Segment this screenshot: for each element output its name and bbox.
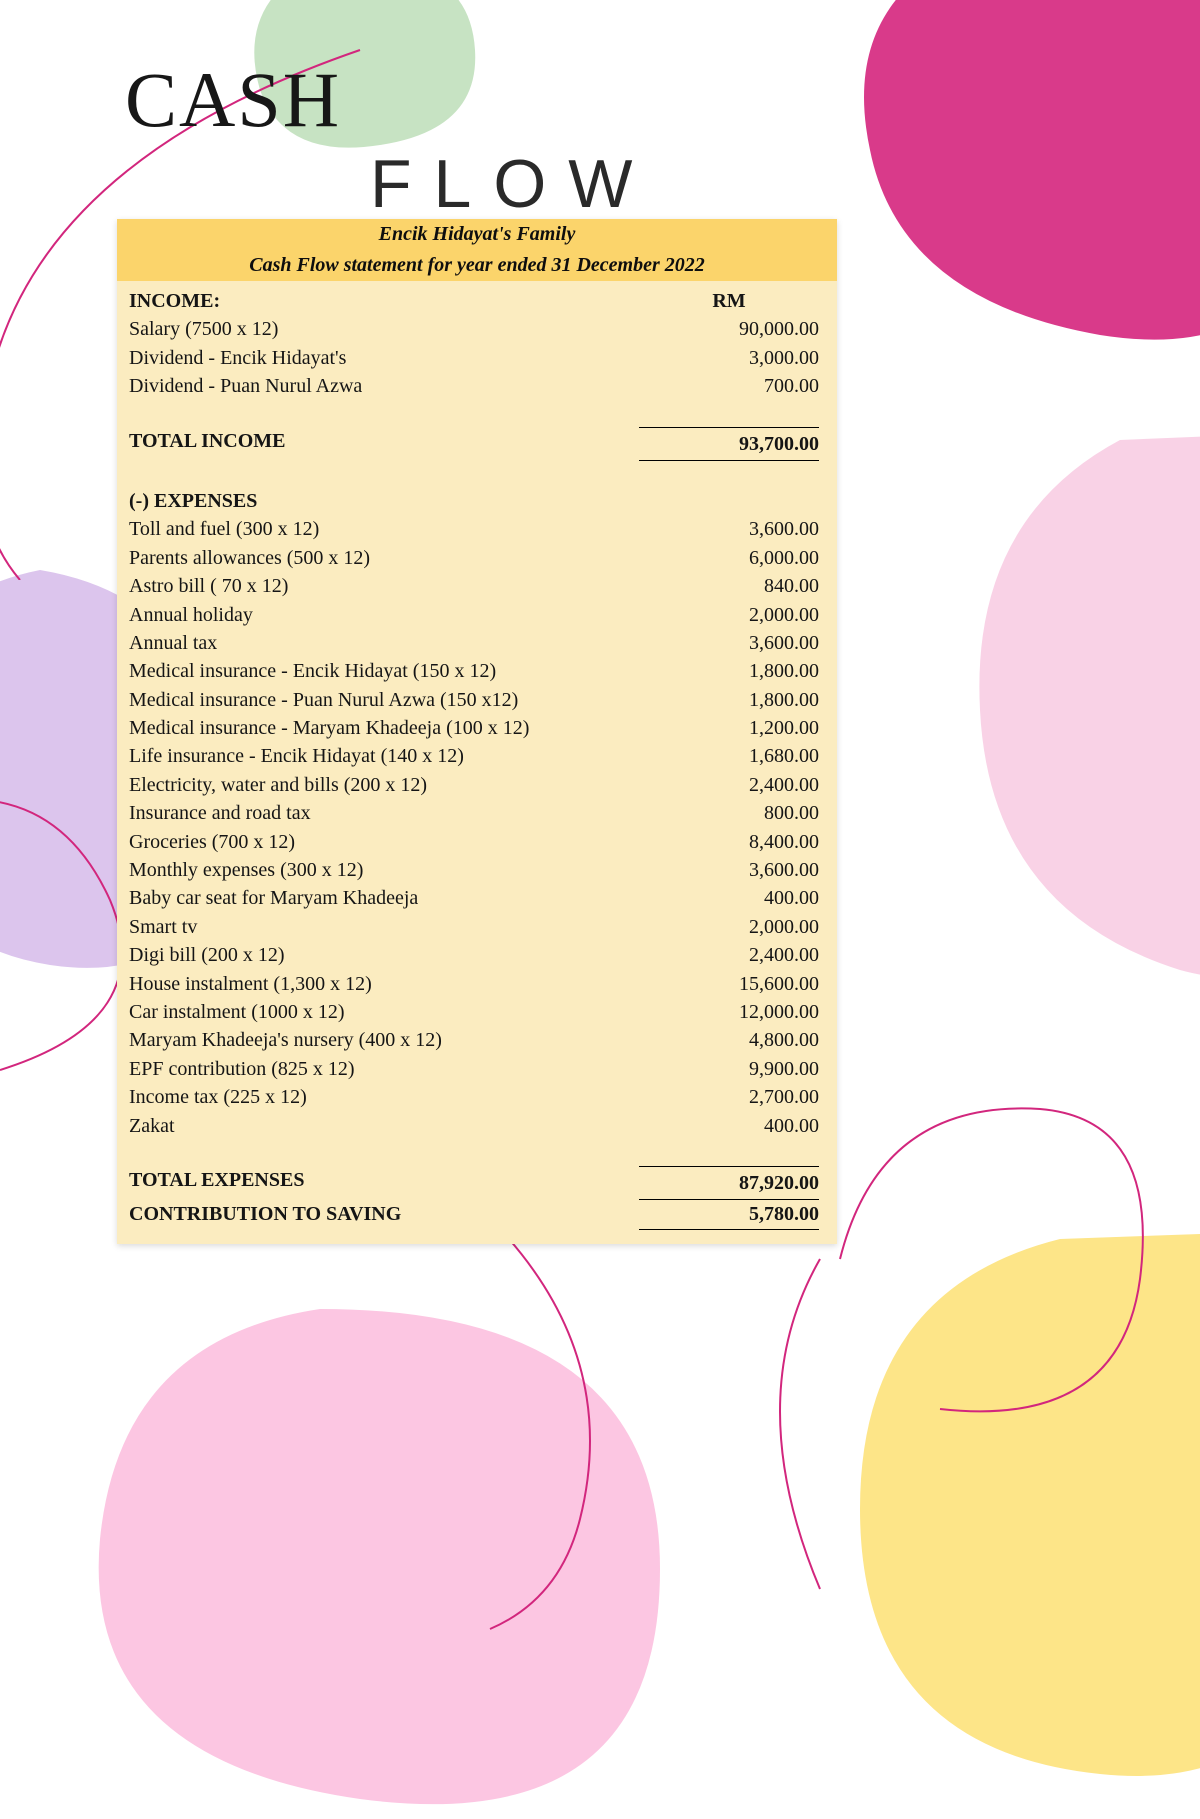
expense-row-value: 1,200.00 [639, 714, 819, 742]
total-income-label: TOTAL INCOME [129, 427, 639, 461]
table-row: Smart tv2,000.00 [129, 913, 819, 941]
total-expenses-value: 87,920.00 [639, 1166, 819, 1200]
income-row-value: 700.00 [639, 372, 819, 400]
expense-row-label: Smart tv [129, 913, 639, 941]
expenses-heading: (-) EXPENSES [129, 487, 639, 515]
table-row: Medical insurance - Encik Hidayat (150 x… [129, 657, 819, 685]
table-header-family: Encik Hidayat's Family [117, 219, 837, 250]
expense-row-label: Maryam Khadeeja's nursery (400 x 12) [129, 1026, 639, 1054]
income-heading: INCOME: [129, 287, 639, 315]
expense-row-value: 3,600.00 [639, 856, 819, 884]
table-row: Maryam Khadeeja's nursery (400 x 12)4,80… [129, 1026, 819, 1054]
expense-row-value: 9,900.00 [639, 1055, 819, 1083]
expense-row-value: 2,000.00 [639, 601, 819, 629]
expense-row-label: Monthly expenses (300 x 12) [129, 856, 639, 884]
table-row: Medical insurance - Puan Nurul Azwa (150… [129, 686, 819, 714]
income-row-value: 3,000.00 [639, 344, 819, 372]
expense-row-value: 1,800.00 [639, 657, 819, 685]
expense-row-label: Income tax (225 x 12) [129, 1083, 639, 1111]
expense-row-label: Medical insurance - Puan Nurul Azwa (150… [129, 686, 639, 714]
expense-row-label: Insurance and road tax [129, 799, 639, 827]
expense-row-label: Parents allowances (500 x 12) [129, 544, 639, 572]
curve-right [820, 1079, 1160, 1439]
expense-row-label: Electricity, water and bills (200 x 12) [129, 771, 639, 799]
table-row: Parents allowances (500 x 12)6,000.00 [129, 544, 819, 572]
income-row-label: Dividend - Encik Hidayat's [129, 344, 639, 372]
expense-row-label: Annual holiday [129, 601, 639, 629]
expense-row-label: Car instalment (1000 x 12) [129, 998, 639, 1026]
expense-row-value: 840.00 [639, 572, 819, 600]
blob-magenta [800, 0, 1200, 360]
table-row: Income tax (225 x 12)2,700.00 [129, 1083, 819, 1111]
contribution-label: CONTRIBUTION TO SAVING [129, 1200, 639, 1229]
income-row-label: Salary (7500 x 12) [129, 315, 639, 343]
expense-row-value: 1,800.00 [639, 686, 819, 714]
expense-row-value: 8,400.00 [639, 828, 819, 856]
table-row: Electricity, water and bills (200 x 12)2… [129, 771, 819, 799]
expense-row-label: Annual tax [129, 629, 639, 657]
expense-row-value: 4,800.00 [639, 1026, 819, 1054]
table-row: Annual holiday2,000.00 [129, 601, 819, 629]
expense-row-label: Astro bill ( 70 x 12) [129, 572, 639, 600]
expense-row-label: Life insurance - Encik Hidayat (140 x 12… [129, 742, 639, 770]
table-row: Dividend - Puan Nurul Azwa700.00 [129, 372, 819, 400]
curve-bottom [480, 1219, 840, 1639]
expense-row-label: House instalment (1,300 x 12) [129, 970, 639, 998]
expense-row-value: 1,680.00 [639, 742, 819, 770]
expense-row-label: Groceries (700 x 12) [129, 828, 639, 856]
expense-row-value: 2,700.00 [639, 1083, 819, 1111]
title-cash: CASH [125, 55, 341, 145]
table-row: Life insurance - Encik Hidayat (140 x 12… [129, 742, 819, 770]
table-row: Insurance and road tax800.00 [129, 799, 819, 827]
table-row: Groceries (700 x 12)8,400.00 [129, 828, 819, 856]
table-row: Zakat400.00 [129, 1112, 819, 1140]
table-row: Medical insurance - Maryam Khadeeja (100… [129, 714, 819, 742]
table-row: Digi bill (200 x 12)2,400.00 [129, 941, 819, 969]
total-expenses-label: TOTAL EXPENSES [129, 1166, 639, 1200]
table-row: Astro bill ( 70 x 12)840.00 [129, 572, 819, 600]
expense-row-value: 6,000.00 [639, 544, 819, 572]
table-row: Dividend - Encik Hidayat's3,000.00 [129, 344, 819, 372]
expense-row-label: EPF contribution (825 x 12) [129, 1055, 639, 1083]
income-row-label: Dividend - Puan Nurul Azwa [129, 372, 639, 400]
title-flow: FLOW [370, 145, 654, 223]
expense-row-value: 3,600.00 [639, 515, 819, 543]
expense-row-label: Medical insurance - Maryam Khadeeja (100… [129, 714, 639, 742]
table-row: Monthly expenses (300 x 12)3,600.00 [129, 856, 819, 884]
expense-row-label: Baby car seat for Maryam Khadeeja [129, 884, 639, 912]
expense-row-value: 400.00 [639, 1112, 819, 1140]
expense-row-value: 2,400.00 [639, 941, 819, 969]
table-row: Toll and fuel (300 x 12)3,600.00 [129, 515, 819, 543]
table-row: House instalment (1,300 x 12)15,600.00 [129, 970, 819, 998]
expense-row-value: 3,600.00 [639, 629, 819, 657]
expense-row-label: Toll and fuel (300 x 12) [129, 515, 639, 543]
income-row-value: 90,000.00 [639, 315, 819, 343]
total-income-value: 93,700.00 [639, 427, 819, 461]
blob-pink-light [940, 430, 1200, 990]
cashflow-table: Encik Hidayat's Family Cash Flow stateme… [117, 219, 837, 1244]
expense-row-value: 15,600.00 [639, 970, 819, 998]
expense-row-value: 400.00 [639, 884, 819, 912]
expense-row-value: 2,400.00 [639, 771, 819, 799]
expense-row-label: Digi bill (200 x 12) [129, 941, 639, 969]
table-row: Car instalment (1000 x 12)12,000.00 [129, 998, 819, 1026]
expense-row-label: Medical insurance - Encik Hidayat (150 x… [129, 657, 639, 685]
table-row: Baby car seat for Maryam Khadeeja400.00 [129, 884, 819, 912]
expense-row-value: 12,000.00 [639, 998, 819, 1026]
currency-heading: RM [639, 287, 819, 315]
table-row: EPF contribution (825 x 12)9,900.00 [129, 1055, 819, 1083]
expense-row-label: Zakat [129, 1112, 639, 1140]
expense-row-value: 800.00 [639, 799, 819, 827]
contribution-value: 5,780.00 [639, 1200, 819, 1229]
table-row: Salary (7500 x 12)90,000.00 [129, 315, 819, 343]
table-header-subtitle: Cash Flow statement for year ended 31 De… [117, 250, 837, 281]
expense-row-value: 2,000.00 [639, 913, 819, 941]
table-row: Annual tax3,600.00 [129, 629, 819, 657]
